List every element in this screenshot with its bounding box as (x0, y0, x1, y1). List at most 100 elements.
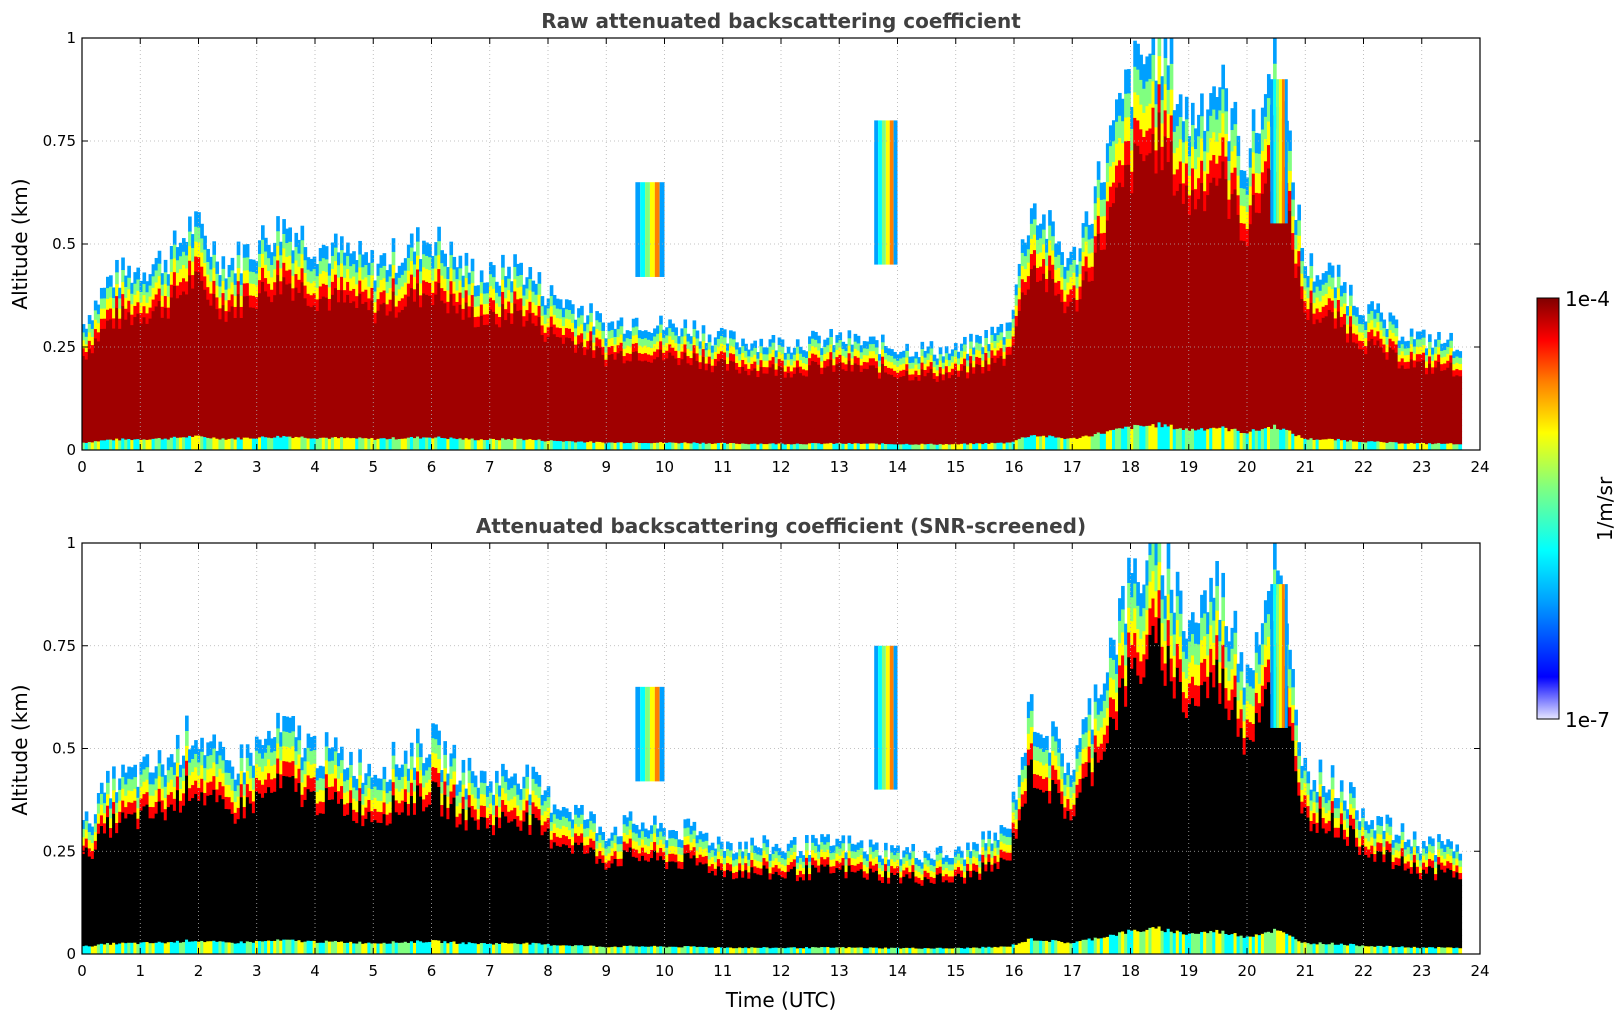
panel-raw-cell (665, 334, 669, 344)
panel-raw-cell (811, 375, 815, 384)
panel-raw-cell (428, 385, 432, 399)
panel-raw-cell (707, 363, 712, 372)
panel-raw-cell (270, 289, 274, 303)
panel-raw-cell (409, 341, 414, 356)
panel-raw-cell (835, 363, 840, 372)
panel-raw-cell (422, 253, 426, 268)
panel-raw-cell (874, 340, 879, 348)
panel-raw-cell (440, 387, 444, 401)
panel-raw-cell (239, 438, 244, 450)
panel-raw-cell (619, 408, 624, 418)
panel-raw-cell (643, 367, 648, 376)
panel-raw-cell (145, 344, 150, 356)
panel-raw-cell (139, 439, 144, 450)
panel-raw-cell (215, 320, 220, 333)
panel-raw-cell (510, 291, 514, 303)
panel-raw-cell (537, 427, 542, 440)
panel-raw-cell (880, 406, 885, 415)
panel-raw-cell (352, 412, 356, 426)
panel-raw-cell (139, 376, 144, 388)
panel-raw-cell (476, 336, 481, 348)
panel-raw-cell (577, 334, 581, 345)
panel-raw-cell (370, 437, 375, 450)
panel-raw-cell (643, 375, 648, 384)
panel-raw-cell (634, 350, 639, 360)
panel-raw-cell (82, 442, 86, 450)
panel-raw-cell (248, 414, 253, 427)
panel-raw-cell (795, 436, 800, 444)
panel-raw-cell (789, 431, 794, 439)
panel-raw-cell (808, 378, 812, 387)
panel-raw-cell (206, 324, 210, 338)
panel-raw-cell (206, 399, 210, 413)
panel-raw-cell (227, 380, 232, 393)
panel-raw-cell (558, 421, 563, 432)
panel-raw-cell (884, 424, 888, 431)
panel-raw-cell (419, 390, 423, 403)
panel-raw-cell (561, 334, 566, 344)
panel-raw-cell (972, 360, 976, 368)
panel-raw-cell (811, 442, 815, 450)
panel-raw-cell (282, 291, 286, 307)
panel-raw-cell (920, 341, 925, 350)
panel-raw-cell (127, 288, 131, 301)
panel-raw-cell (136, 324, 141, 337)
panel-raw-cell (282, 233, 286, 249)
panel-raw-cell (877, 420, 882, 427)
panel-raw-cell (795, 353, 800, 361)
panel-raw-cell (841, 395, 846, 404)
panel-raw-cell (416, 227, 420, 242)
panel-raw-cell (1005, 354, 1010, 363)
panel-raw-cell (902, 394, 906, 401)
panel-raw-cell (482, 429, 487, 441)
panel-raw-cell (285, 228, 289, 243)
panel-raw-cell (498, 285, 502, 297)
panel-raw-cell (862, 395, 867, 403)
panel-raw-cell (358, 280, 362, 294)
panel-raw-cell (774, 418, 779, 426)
panel-raw-cell (616, 401, 621, 411)
panel-raw-cell (586, 391, 590, 401)
panel-raw-cell (966, 371, 970, 379)
panel-raw-cell (890, 399, 894, 407)
panel-raw-cell (771, 399, 776, 408)
panel-raw-cell (87, 365, 92, 375)
panel-raw-cell (391, 251, 396, 266)
panel-raw-cell (716, 368, 721, 377)
panel-raw-cell (154, 293, 159, 307)
panel-raw-cell (109, 351, 113, 364)
panel-raw-cell (646, 383, 651, 392)
panel-raw-cell (747, 412, 751, 420)
panel-raw-cell (543, 413, 548, 424)
panel-raw-cell (333, 314, 338, 329)
panel-raw-cell (914, 400, 919, 408)
panel-raw-cell (422, 306, 426, 320)
panel-raw-cell (801, 412, 806, 420)
panel-raw-cell (218, 384, 223, 396)
panel-raw-cell (783, 437, 788, 445)
panel-raw-cell (914, 388, 919, 396)
panel-raw-cell (996, 419, 1001, 428)
panel-raw-cell (491, 334, 496, 347)
panel-raw-cell (826, 358, 830, 367)
panel-raw-cell (732, 353, 736, 362)
panel-raw-cell (914, 443, 919, 450)
panel-raw-cell (938, 424, 943, 432)
panel-raw-cell (805, 394, 809, 402)
panel-raw-cell (835, 385, 840, 394)
panel-raw-cell (975, 428, 979, 437)
panel-raw-cell (896, 390, 900, 397)
panel-raw-cell (261, 239, 265, 254)
panel-raw-cell (950, 437, 955, 445)
panel-raw-cell (87, 340, 92, 350)
panel-raw-cell (619, 441, 624, 450)
panel-raw-cell (978, 421, 982, 430)
panel-raw-cell (701, 333, 706, 342)
panel-raw-cell (82, 402, 86, 412)
panel-raw-cell (972, 411, 976, 419)
panel-raw-cell (780, 374, 785, 382)
panel-raw-cell (403, 306, 408, 319)
panel-raw-cell (227, 311, 232, 324)
panel-raw-cell (683, 417, 688, 427)
panel-raw-cell (106, 395, 110, 408)
